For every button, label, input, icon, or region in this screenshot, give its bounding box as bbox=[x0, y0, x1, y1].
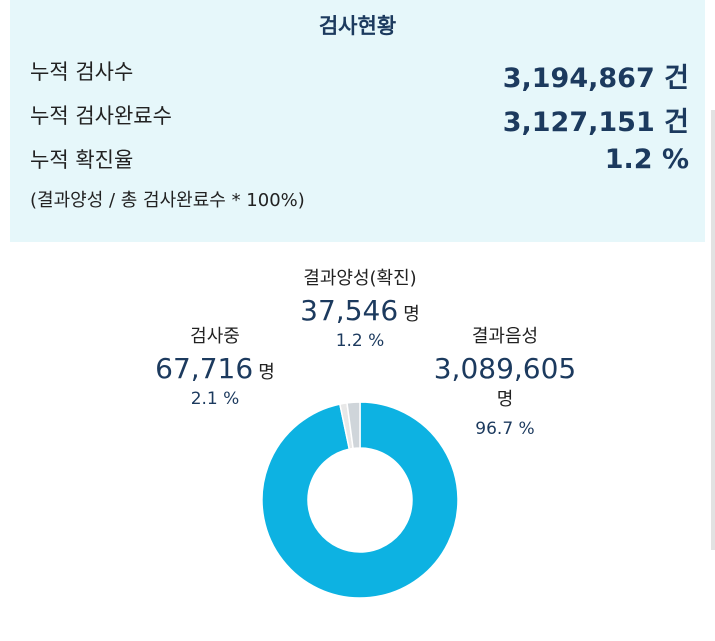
cumulative-tests-label: 누적 검사수 bbox=[30, 60, 134, 84]
negative-category-label: 결과음성 bbox=[471, 326, 539, 347]
in-progress-value-label: 67,716 bbox=[155, 352, 254, 385]
slice-negative bbox=[261, 401, 459, 599]
in-progress-percent-label: 2.1 % bbox=[190, 389, 240, 409]
positive-rate-formula-note: (결과양성 / 총 검사완료수 * 100%) bbox=[30, 190, 305, 211]
test-status-summary: 검사현황 누적 검사수 3,194,867 건 누적 검사완료수 3,127,1… bbox=[10, 0, 705, 242]
scroll-edge bbox=[711, 110, 715, 550]
cumulative-completed-number: 3,127,151 bbox=[502, 107, 655, 138]
negative-label-group: 결과음성 3,089,605 명 96.7 % bbox=[425, 322, 585, 439]
negative-value-label: 3,089,605 bbox=[433, 352, 577, 385]
cumulative-positive-rate-number: 1.2 bbox=[604, 144, 653, 175]
cumulative-tests-number: 3,194,867 bbox=[502, 63, 655, 94]
cumulative-positive-rate-label: 누적 확진율 bbox=[30, 148, 134, 172]
donut-svg bbox=[261, 401, 459, 599]
positive-label-group: 결과양성(확진) 37,546 명 1.2 % bbox=[285, 264, 435, 351]
test-result-donut-chart: 결과양성(확진) 37,546 명 1.2 % 검사중 67,716 명 2.1… bbox=[0, 242, 715, 637]
in-progress-unit-label: 명 bbox=[258, 362, 275, 383]
cumulative-tests-unit: 건 bbox=[664, 63, 689, 94]
cumulative-positive-rate-unit: % bbox=[661, 144, 689, 175]
cumulative-completed-value: 3,127,151 건 bbox=[503, 100, 689, 139]
positive-percent-label: 1.2 % bbox=[335, 331, 385, 351]
in-progress-label-group: 검사중 67,716 명 2.1 % bbox=[145, 322, 285, 409]
cumulative-tests-value: 3,194,867 건 bbox=[503, 56, 689, 95]
slice-in-progress bbox=[346, 401, 361, 450]
cumulative-completed-label: 누적 검사완료수 bbox=[30, 104, 172, 128]
positive-category-label: 결과양성(확진) bbox=[303, 268, 417, 289]
positive-unit-label: 명 bbox=[403, 304, 420, 325]
positive-value-label: 37,546 bbox=[300, 294, 399, 327]
cumulative-completed-unit: 건 bbox=[664, 107, 689, 138]
cumulative-positive-rate-value: 1.2 % bbox=[605, 144, 689, 175]
negative-unit-label: 명 bbox=[496, 389, 514, 410]
in-progress-category-label: 검사중 bbox=[190, 326, 240, 347]
summary-title: 검사현황 bbox=[318, 14, 397, 38]
negative-percent-label: 96.7 % bbox=[475, 419, 535, 439]
